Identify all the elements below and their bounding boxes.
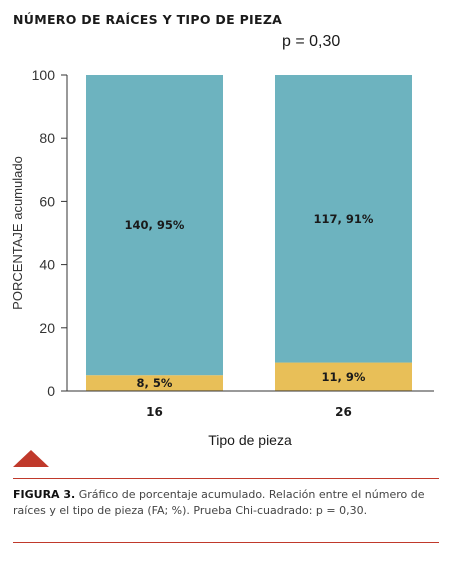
- y-tick-label: 0: [47, 383, 55, 399]
- caption-bottom-rule: [13, 542, 439, 543]
- bar-segment: [275, 75, 412, 363]
- y-tick-label: 60: [39, 193, 55, 209]
- y-tick-label: 80: [39, 130, 55, 146]
- caption-text: Gráfico de porcentaje acumulado. Relació…: [13, 488, 425, 517]
- x-axis-title: Tipo de pieza: [208, 432, 292, 448]
- y-tick-label: 100: [32, 67, 56, 83]
- x-tick-label: 16: [146, 405, 163, 419]
- bar-segment: [86, 375, 223, 391]
- stacked-bar-chart: 8, 5% 140, 95% 16 11, 9% 117, 91% 26 0 20 40 60 80…: [10, 67, 434, 448]
- p-value-label: p = 0,30: [282, 33, 341, 50]
- data-label: 8, 5%: [137, 376, 173, 390]
- y-axis-title: PORCENTAJE acumulado: [10, 156, 25, 310]
- y-tick-label: 40: [39, 257, 55, 273]
- caption-top-rule: [13, 478, 439, 479]
- y-tick-label: 20: [39, 320, 55, 336]
- caption-label: FIGURA 3.: [13, 488, 76, 501]
- bar-segment: [86, 75, 223, 376]
- x-tick-label: 26: [335, 405, 352, 419]
- bar-segment: [275, 362, 412, 391]
- figure-caption: FIGURA 3. Gráfico de porcentaje acumulad…: [13, 487, 439, 519]
- data-label: 140, 95%: [125, 218, 185, 232]
- data-label: 117, 91%: [314, 212, 374, 226]
- data-label: 11, 9%: [322, 370, 366, 384]
- chart-title: NÚMERO DE RAÍCES Y TIPO DE PIEZA: [13, 12, 283, 27]
- red-triangle-marker: [13, 450, 49, 467]
